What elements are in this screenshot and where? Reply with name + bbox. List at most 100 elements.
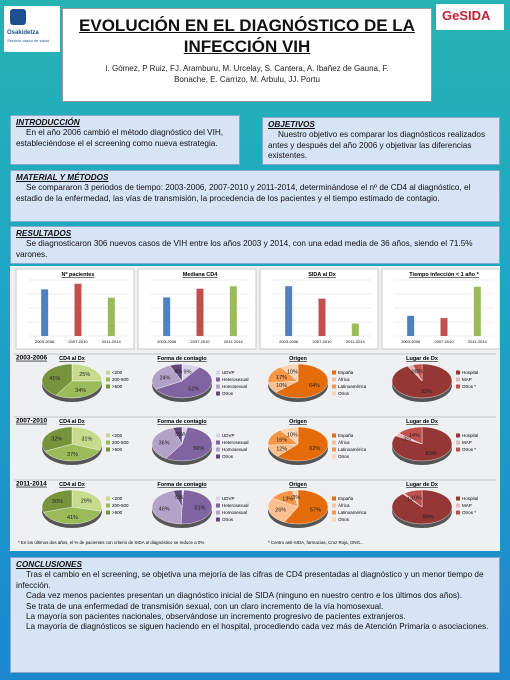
x-tick-label: 2007-2010	[434, 339, 454, 344]
section-heading: INTRODUCCIÓN	[16, 118, 80, 127]
pie-slice	[151, 427, 183, 459]
legend-label: 200-500	[112, 377, 129, 382]
legend-label: España	[338, 496, 354, 501]
pie-value-label: 83%	[426, 451, 437, 457]
pie-slice	[292, 489, 299, 508]
legend-label: Latinoamérica	[338, 447, 367, 452]
legend-swatch	[216, 370, 220, 375]
x-tick-label: 2003-2006	[157, 339, 177, 344]
legend-swatch	[216, 391, 220, 396]
legend-label: MAP	[462, 440, 472, 445]
legend-label: >500	[112, 510, 123, 515]
footnote: * En los últimos dos años, el % de pacie…	[18, 540, 204, 545]
legend-label: Homosexual	[222, 510, 247, 515]
legend-swatch	[216, 510, 220, 515]
pie-value-label: 6%	[174, 369, 182, 375]
legend-label: MAP	[462, 503, 472, 508]
x-tick-label: 2007-2010	[312, 339, 332, 344]
legend-label: 200-500	[112, 440, 129, 445]
legend-swatch	[456, 510, 460, 515]
pie-value-label: 36%	[159, 441, 170, 447]
pie-slice	[71, 489, 103, 512]
legend-swatch	[106, 503, 110, 508]
bar	[74, 283, 82, 336]
legend-swatch	[216, 454, 220, 459]
pie-value-label: 1%	[179, 495, 187, 501]
section-text: En el año 2006 cambió el método diagnóst…	[16, 128, 224, 148]
legend-label: >500	[112, 384, 123, 389]
x-tick-label: 2011-2014	[224, 339, 244, 344]
pie-value-label: 3%	[403, 436, 411, 442]
pie-slice	[403, 489, 423, 508]
conclusion-paragraph: La mayoría son pacientes nacionales, obs…	[26, 612, 406, 622]
bar	[351, 323, 359, 336]
pie-slice	[275, 363, 329, 399]
pie-value-label: 9%	[184, 369, 192, 375]
legend-label: Homosexual	[222, 447, 247, 452]
pie-slice	[71, 426, 103, 451]
legend-label: Otros *	[462, 447, 476, 452]
authors-line: Bonache, E. Carrizo, M. Arbulu, JJ. Port…	[174, 75, 320, 84]
legend-swatch	[332, 433, 336, 438]
pie-value-label: 26%	[275, 508, 286, 514]
pie-slice	[267, 497, 299, 523]
pie-title: CD4 al Dx	[59, 482, 86, 488]
pie-value-label: 62%	[309, 446, 320, 452]
legend-label: Latinoamérica	[338, 510, 367, 515]
pie-value-label: 3%	[180, 432, 188, 438]
legend-swatch	[456, 370, 460, 375]
legend-swatch	[332, 454, 336, 459]
legend-swatch	[106, 377, 110, 382]
x-tick-label: 2011-2014	[468, 339, 488, 344]
logo-text: Osakidetza	[7, 30, 39, 36]
legend-swatch	[106, 447, 110, 452]
logo-left: Osakidetza Servicio vasco de salud	[4, 6, 60, 52]
section-text: Se compararon 3 periodos de tiempo: 2003…	[16, 183, 471, 203]
legend-swatch	[332, 440, 336, 445]
pie-title: Forma de contagio	[157, 419, 207, 425]
pie-title: Lugar de Dx	[406, 356, 439, 362]
pie-slice	[41, 363, 73, 396]
pie-value-label: 14%	[409, 433, 420, 439]
legend-label: Otros	[338, 454, 350, 459]
pie-slice	[277, 426, 329, 462]
bar	[407, 315, 415, 336]
resultados-box: RESULTADOS Se diagnosticaron 306 nuevos …	[10, 226, 500, 264]
conclusion-paragraph: Se trata de una enfermedad de transmisió…	[26, 601, 384, 611]
pie-title: Origen	[289, 419, 307, 425]
section-heading: RESULTADOS	[16, 229, 72, 238]
conclusiones-box: CONCLUSIONES Tras el cambio en el screen…	[10, 557, 500, 673]
legend-swatch	[106, 384, 110, 389]
title-line: EVOLUCIÓN EN EL DIAGNÓSTICO DE LA	[79, 16, 415, 35]
legend-label: Otros *	[462, 384, 476, 389]
legend-swatch	[332, 377, 336, 382]
x-tick-label: 2007-2010	[68, 339, 88, 344]
x-tick-label: 2003-2006	[35, 339, 55, 344]
legend-label: Hospital	[462, 433, 478, 438]
pie-value-label: 17%	[276, 375, 287, 381]
legend-swatch	[332, 517, 336, 522]
pie-value-label: 5%	[175, 495, 183, 501]
authors-line: I. Gómez, P Ruiz, FJ. Aramburu, M. Urcel…	[105, 64, 389, 73]
legend-swatch	[332, 447, 336, 452]
section-heading: OBJETIVOS	[268, 120, 315, 129]
legend-label: MAP	[462, 377, 472, 382]
legend-swatch	[332, 391, 336, 396]
pie-value-label: 57%	[310, 507, 321, 513]
pie-slice	[283, 489, 329, 525]
bar	[285, 286, 293, 336]
pie-slice	[43, 506, 102, 525]
legend-label: Latinoamérica	[338, 384, 367, 389]
conclusion-paragraph: Tras el cambio en el screening, se objet…	[16, 570, 484, 590]
bar	[318, 298, 326, 336]
pie-value-label: 56%	[193, 446, 204, 452]
legend-label: <200	[112, 370, 123, 375]
legend-swatch	[456, 496, 460, 501]
title-line: INFECCIÓN VIH	[183, 37, 311, 56]
pie-slice	[169, 363, 183, 382]
legend-swatch	[216, 377, 220, 382]
material-box: MATERIAL Y MÉTODOS Se compararon 3 perio…	[10, 170, 500, 222]
legend-swatch	[332, 510, 336, 515]
pie-slice	[44, 443, 101, 462]
pie-value-label: 24%	[159, 376, 170, 382]
